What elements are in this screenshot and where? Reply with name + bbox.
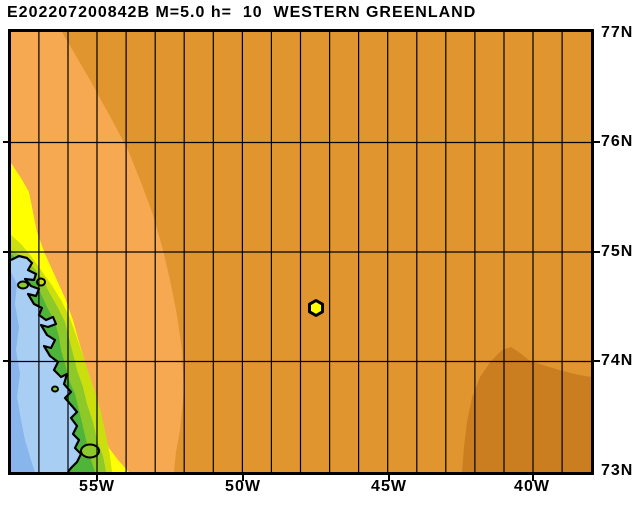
lat-tick (3, 360, 8, 362)
lon-label-50w: 50W (225, 478, 261, 495)
contour-map (11, 32, 591, 472)
lon-tick (242, 475, 244, 481)
island (36, 277, 46, 287)
map-canvas (8, 29, 594, 475)
field-dark-orange (462, 347, 591, 472)
island (17, 280, 29, 290)
lat-tick (3, 141, 8, 143)
lat-tick (3, 251, 8, 253)
ocean-dark (11, 272, 35, 472)
lat-tick (594, 360, 600, 362)
grid-lines-horizontal (11, 141, 591, 363)
island (51, 385, 59, 393)
lon-label-45w: 45W (371, 478, 407, 495)
lat-tick (594, 251, 600, 253)
lon-tick (388, 475, 390, 481)
epicenter-marker (308, 299, 324, 317)
lat-label-76n: 76N (601, 133, 634, 150)
coastline-path (11, 254, 83, 472)
lon-label-40w: 40W (514, 478, 550, 495)
lat-label-77n: 77N (601, 24, 634, 41)
lat-label-73n: 73N (601, 462, 634, 479)
lat-label-75n: 75N (601, 243, 634, 260)
lat-label-74n: 74N (601, 352, 634, 369)
lon-label-55w: 55W (79, 478, 115, 495)
lon-tick (96, 475, 98, 481)
island (80, 443, 100, 459)
page-title: E202207200842B M=5.0 h= 10 WESTERN GREEN… (7, 4, 477, 21)
ocean-light (11, 256, 81, 472)
lat-tick (594, 141, 600, 143)
lon-tick (532, 475, 534, 481)
